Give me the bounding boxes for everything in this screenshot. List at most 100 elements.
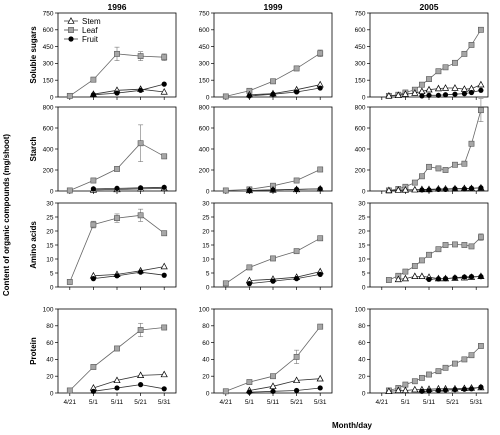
- y-tick-label: 450: [43, 44, 54, 51]
- point-leaf: [442, 364, 449, 371]
- point-fruit: [452, 275, 458, 281]
- y-tick-label: 0: [362, 188, 366, 195]
- y-tick-label: 0: [362, 390, 366, 397]
- point-leaf: [90, 364, 97, 370]
- y-tick-label: 0: [206, 390, 210, 397]
- point-fruit: [246, 281, 252, 287]
- point-leaf: [426, 163, 432, 170]
- series-fruit: [90, 184, 167, 192]
- point-fruit: [138, 87, 144, 93]
- y-tick-label: 10: [202, 256, 210, 263]
- point-fruit: [461, 386, 467, 392]
- point-fruit: [317, 385, 323, 391]
- series-line: [93, 374, 165, 389]
- y-tick-label: 15: [202, 242, 210, 249]
- point-fruit: [468, 386, 475, 392]
- panel-year-title: 2005: [420, 2, 439, 12]
- point-fruit: [161, 272, 167, 278]
- point-stem: [385, 186, 393, 194]
- point-stem: [160, 88, 168, 95]
- point-fruit: [294, 89, 300, 95]
- point-leaf: [426, 251, 432, 258]
- point-fruit: [270, 91, 276, 97]
- x-tick-label: 5/11: [111, 399, 124, 406]
- point-fruit: [246, 93, 252, 99]
- series-leaf: [66, 208, 168, 285]
- point-fruit: [478, 185, 484, 191]
- panel-3-2: 0 5 10 15 20 25 30: [202, 200, 333, 291]
- x-tick-label: 5/21: [134, 399, 147, 406]
- y-tick-label: 0: [50, 284, 54, 291]
- point-leaf: [478, 343, 484, 349]
- point-fruit: [419, 388, 425, 394]
- point-leaf: [468, 42, 475, 48]
- panel-year-title: 1996: [108, 2, 127, 12]
- series-line: [93, 266, 165, 277]
- point-fruit: [138, 185, 144, 191]
- point-leaf: [161, 153, 168, 160]
- point-fruit: [452, 186, 458, 192]
- series-fruit: [426, 274, 484, 283]
- point-stem: [418, 272, 426, 280]
- y-tick-label: 750: [199, 10, 210, 17]
- point-fruit: [90, 388, 96, 394]
- point-stem: [401, 274, 409, 282]
- x-axis-title: Month/day: [332, 421, 373, 430]
- series-leaf: [385, 233, 484, 283]
- series-line: [249, 188, 321, 191]
- series-stem: [89, 85, 168, 97]
- panel-1-2: 0 150 300 450 600 750 1999: [199, 2, 333, 101]
- point-fruit: [452, 387, 458, 393]
- point-leaf: [468, 243, 475, 250]
- series-line: [249, 274, 321, 284]
- series-leaf: [385, 26, 484, 99]
- point-leaf: [114, 345, 120, 352]
- x-tick-label: 5/31: [314, 399, 327, 406]
- y-tick-label: 20: [202, 374, 210, 381]
- y-tick-label: 20: [358, 374, 366, 381]
- point-leaf: [461, 356, 468, 363]
- point-fruit: [468, 185, 475, 191]
- point-fruit: [452, 91, 458, 97]
- y-tick-label: 150: [43, 78, 54, 85]
- series-line: [93, 271, 165, 279]
- series-fruit: [246, 85, 323, 99]
- point-leaf: [461, 50, 468, 57]
- point-fruit: [419, 187, 425, 193]
- point-leaf: [317, 50, 324, 57]
- panel-frame: [369, 12, 489, 98]
- panel-4-3: 0 20 40 60 80 100 4/21 5/1 5/11 5/21 5/31: [355, 306, 489, 406]
- y-tick-label: 400: [43, 146, 54, 153]
- point-leaf: [293, 353, 300, 360]
- y-tick-label: 150: [199, 78, 210, 85]
- point-fruit: [161, 81, 167, 87]
- point-leaf: [90, 221, 97, 228]
- point-leaf: [90, 76, 97, 83]
- panel-4-2: 0 20 40 60 80 100 4/21 5/1 5/11 5/21 5/31: [199, 306, 333, 406]
- y-tick-label: 30: [46, 200, 54, 207]
- point-leaf: [66, 92, 73, 99]
- point-leaf: [452, 59, 458, 66]
- point-leaf: [435, 368, 442, 375]
- y-tick-label: 80: [202, 323, 210, 330]
- y-tick-label: 0: [50, 390, 54, 397]
- y-tick-label: 25: [202, 214, 210, 221]
- point-fruit: [270, 278, 276, 284]
- point-fruit: [461, 186, 467, 192]
- point-stem: [411, 89, 419, 96]
- point-leaf: [317, 166, 324, 173]
- series-fruit: [246, 385, 323, 395]
- legend-marker-fruit: [68, 36, 74, 42]
- series-fruit: [246, 186, 323, 194]
- series-leaf: [66, 124, 168, 194]
- y-tick-label: 600: [355, 125, 366, 132]
- point-fruit: [419, 93, 425, 99]
- point-leaf: [137, 327, 144, 333]
- point-fruit: [478, 384, 484, 390]
- y-tick-label: 60: [46, 340, 54, 347]
- point-stem: [411, 385, 419, 393]
- y-tick-label: 450: [199, 44, 210, 51]
- point-fruit: [246, 389, 252, 395]
- x-tick-label: 4/21: [375, 399, 388, 406]
